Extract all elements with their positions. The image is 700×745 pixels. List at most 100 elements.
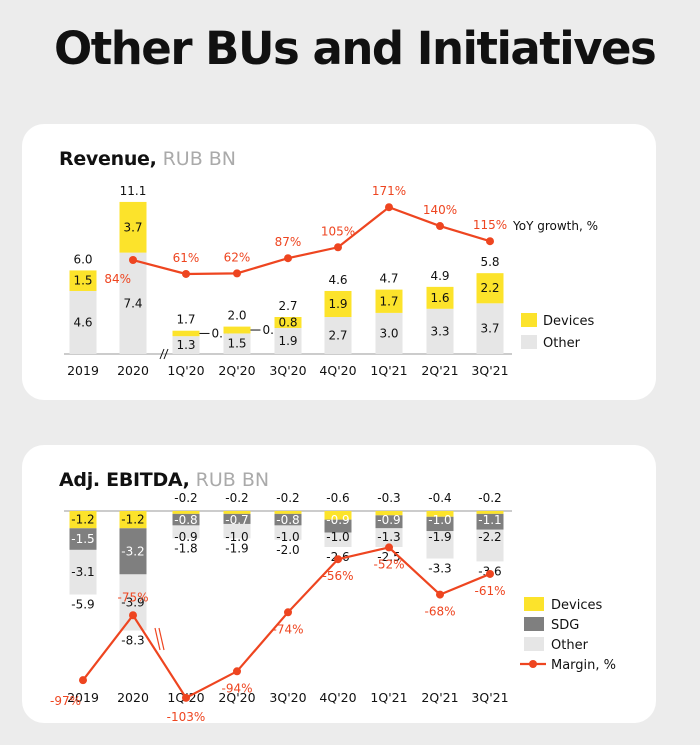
- revenue-growth-label: 140%: [423, 203, 457, 217]
- ebitda-margin-label: -74%: [272, 622, 303, 636]
- ebitda-label-other: -2.2: [478, 530, 501, 544]
- ebitda-legend-swatch-devices: [524, 597, 544, 611]
- revenue-growth-label: 115%: [473, 218, 507, 232]
- revenue-total-label: 1.7: [176, 313, 195, 327]
- ebitda-label-devices: -1.2: [71, 513, 94, 527]
- ebitda-x-tick: 2Q'21: [421, 690, 458, 705]
- revenue-growth-line: [132, 205, 491, 276]
- ebitda-bar-other: [119, 574, 147, 631]
- revenue-bar-other: [69, 290, 97, 354]
- revenue-growth-label: 171%: [372, 184, 406, 198]
- revenue-bar-other: [223, 333, 251, 354]
- ebitda-label-other: -1.3: [377, 530, 400, 544]
- revenue-legend-swatch-devices: [521, 313, 537, 327]
- ebitda-margin-label: -56%: [322, 569, 353, 583]
- page-title: Other BUs and Initiatives: [54, 22, 657, 75]
- ebitda-bar-sdg: [172, 513, 200, 526]
- ebitda-margin-label: -68%: [424, 605, 455, 619]
- ebitda-margin-point: [334, 555, 342, 564]
- revenue-x-tick: 2Q'21: [421, 363, 458, 378]
- revenue-growth-point: [284, 254, 292, 263]
- ebitda-bar-other: [426, 531, 454, 559]
- ebitda-bar-devices: [69, 511, 97, 529]
- revenue-total-label: 5.8: [480, 255, 499, 269]
- ebitda-label-other: -1.9: [428, 530, 451, 544]
- revenue-legend-other: Other: [543, 336, 581, 351]
- revenue-x-tick: 3Q'20: [269, 363, 306, 378]
- ebitda-label-other: -1.0: [225, 530, 248, 544]
- ebitda-bar-sdg: [223, 513, 251, 524]
- revenue-label-other: 7.4: [123, 296, 142, 310]
- ebitda-legend-other: Other: [551, 638, 589, 653]
- ebitda-legend-devices: Devices: [551, 598, 602, 613]
- ebitda-bar-other: [324, 532, 352, 547]
- revenue-x-tick: 2019: [67, 363, 99, 378]
- revenue-bar-other: [172, 336, 200, 354]
- ebitda-label-devices: -0.4: [428, 491, 451, 505]
- revenue-bar-devices: [375, 289, 403, 313]
- ebitda-bar-sdg: [476, 513, 504, 530]
- ebitda-label-sdg: -0.9: [326, 513, 349, 527]
- revenue-label-other: 1.5: [227, 337, 246, 351]
- ebitda-axis-break-mark: [158, 627, 165, 651]
- ebitda-x-tick: 2Q'20: [218, 690, 255, 705]
- ebitda-bar-sdg: [426, 516, 454, 532]
- ebitda-unit: RUB BN: [195, 469, 270, 491]
- revenue-bar-devices: [172, 330, 200, 337]
- revenue-growth-point: [334, 243, 342, 252]
- ebitda-total-label: -1.8: [174, 541, 197, 555]
- revenue-bar-devices: [324, 290, 352, 318]
- revenue-growth-label: 62%: [224, 250, 251, 264]
- ebitda-margin-point: [182, 693, 190, 702]
- ebitda-label-sdg: -0.7: [225, 513, 248, 527]
- revenue-legend-devices: Devices: [543, 314, 594, 329]
- revenue-total-label: 6.0: [73, 252, 92, 266]
- revenue-label-other: 1.3: [176, 338, 195, 352]
- ebitda-label-devices: -0.2: [174, 491, 197, 505]
- revenue-total-label: 2.0: [227, 309, 246, 323]
- ebitda-margin-point: [79, 676, 87, 685]
- revenue-label-devices: 1.9: [328, 297, 347, 311]
- ebitda-total-label: -5.9: [71, 598, 94, 612]
- ebitda-label-devices: -0.2: [225, 491, 248, 505]
- ebitda-legend-swatch-other: [524, 637, 544, 651]
- revenue-growth-point: [233, 269, 241, 278]
- revenue-bar-other: [375, 312, 403, 354]
- revenue-growth-label: 84%: [104, 272, 131, 286]
- ebitda-label-other: -1.0: [276, 530, 299, 544]
- ebitda-margin-point: [486, 569, 494, 578]
- revenue-label-devices: 2.2: [480, 281, 499, 295]
- revenue-bar-devices: [426, 286, 454, 309]
- revenue-growth-point: [436, 222, 444, 231]
- ebitda-margin-label: -61%: [474, 584, 505, 598]
- ebitda-legend-swatch-sdg: [524, 617, 544, 631]
- ebitda-bar-sdg: [69, 528, 97, 550]
- ebitda-bar-devices: [119, 511, 147, 529]
- ebitda-bar-other: [375, 528, 403, 547]
- revenue-x-tick: 3Q'21: [471, 363, 508, 378]
- ebitda-label-other: -3.1: [71, 565, 94, 579]
- ebitda-x-tick: 2020: [117, 690, 149, 705]
- ebitda-margin-point: [385, 543, 393, 552]
- revenue-legend-swatch-other: [521, 335, 537, 349]
- ebitda-bar-sdg: [119, 528, 147, 575]
- ebitda-bar-sdg: [324, 519, 352, 533]
- ebitda-label-sdg: -0.8: [276, 513, 299, 527]
- revenue-bar-other: [426, 308, 454, 354]
- ebitda-bar-other: [223, 523, 251, 539]
- ebitda-label-sdg: -1.0: [428, 513, 451, 527]
- revenue-title-text: Revenue,: [59, 148, 157, 170]
- revenue-total-label: 4.9: [430, 269, 449, 283]
- revenue-total-label: 2.7: [278, 299, 297, 313]
- revenue-x-tick: 4Q'20: [319, 363, 356, 378]
- revenue-label-other: 1.9: [278, 334, 297, 348]
- ebitda-legend-sdg: SDG: [551, 618, 579, 633]
- ebitda-bar-other: [69, 549, 97, 595]
- revenue-x-tick: 2Q'20: [218, 363, 255, 378]
- ebitda-bar-devices: [426, 511, 454, 517]
- revenue-x-tick: 1Q'20: [167, 363, 204, 378]
- ebitda-label-other: -1.0: [326, 530, 349, 544]
- ebitda-label-sdg: -3.2: [121, 544, 144, 558]
- revenue-growth-point: [129, 256, 137, 265]
- ebitda-bar-devices: [476, 511, 504, 514]
